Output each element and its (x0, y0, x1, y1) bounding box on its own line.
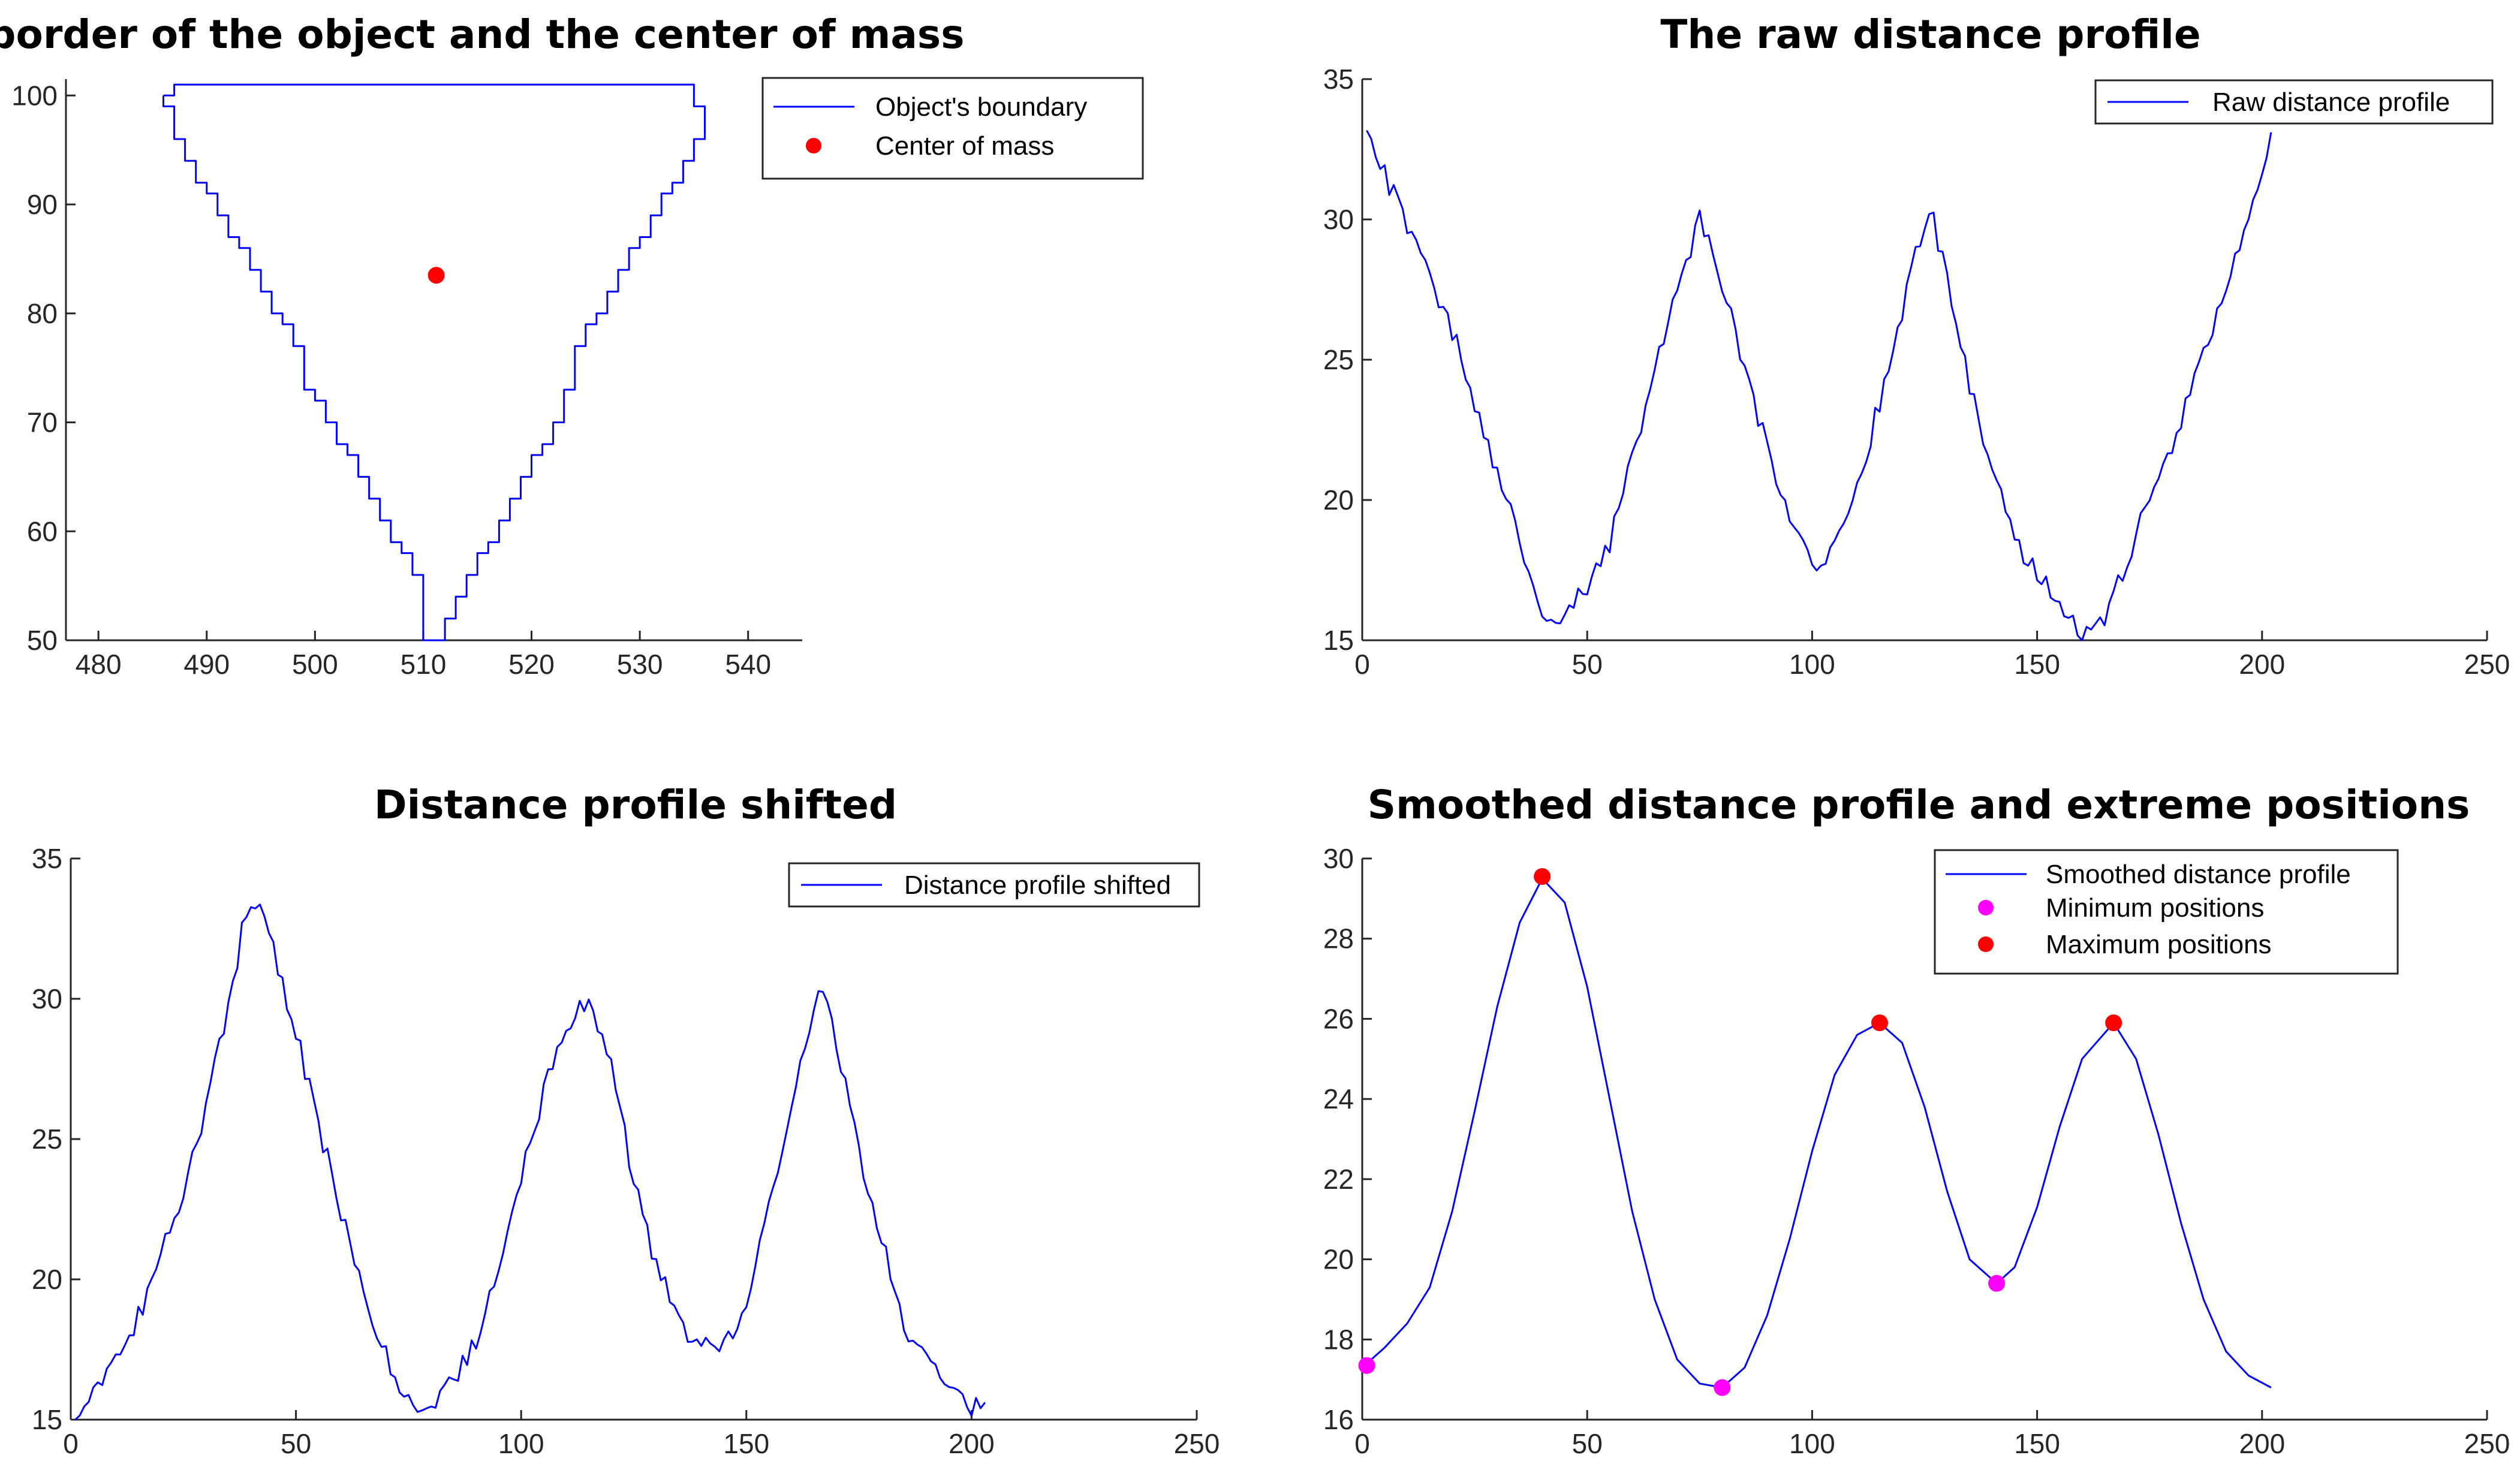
border-x-tick-label: 500 (292, 649, 338, 680)
smoothed-legend-swatch-minimum (1978, 900, 1994, 915)
smoothed-legend-label-profile: Smoothed distance profile (2046, 860, 2351, 889)
smoothed-marker-minimum-positions0 (1358, 1357, 1375, 1374)
smoothed-x-tick-label: 100 (1789, 1428, 1835, 1459)
shifted-x-tick-label: 200 (949, 1428, 995, 1459)
smoothed-x-tick-label: 50 (1572, 1428, 1603, 1459)
smoothed-legend-swatch-maximum (1978, 936, 1994, 952)
border-y-tick-label: 100 (11, 80, 58, 111)
raw-y-tick-label: 25 (1323, 344, 1354, 375)
raw-x-tick-label: 200 (2239, 649, 2285, 680)
border-x-tick-label: 540 (725, 649, 771, 680)
border-legend-label-center: Center of mass (875, 131, 1054, 161)
raw-x-tick-label: 150 (2014, 649, 2060, 680)
smoothed-legend: Smoothed distance profile Minimum positi… (1934, 849, 2399, 975)
smoothed-y-tick-label: 26 (1323, 1003, 1354, 1034)
border-legend-box (761, 77, 1144, 180)
smoothed-y-tick-label: 28 (1323, 923, 1354, 954)
raw-legend-label: Raw distance profile (2212, 88, 2450, 117)
shifted-y-tick-label: 15 (32, 1404, 62, 1435)
smoothed-series-line (1366, 877, 2272, 1388)
border-x-tick-label: 480 (76, 649, 122, 680)
border-x-tick-label: 520 (508, 649, 555, 680)
raw-x-tick-label: 0 (1354, 649, 1370, 680)
border-y-tick-label: 50 (27, 625, 58, 656)
border-x-tick-label: 530 (617, 649, 663, 680)
shifted-series-line (74, 903, 986, 1421)
border-y-tick-label: 90 (27, 189, 58, 220)
shifted-x-tick-label: 100 (498, 1428, 544, 1459)
raw-series-line (1366, 129, 2272, 641)
shifted-y-tick-label: 20 (32, 1264, 62, 1295)
smoothed-marker-minimum-positions2 (1988, 1275, 2006, 1292)
shifted-legend: Distance profile shifted (788, 862, 1200, 908)
smoothed-y-tick-label: 18 (1323, 1324, 1354, 1355)
smoothed-plot-area: 0 50 100 150 200 250 16 18 20 22 24 26 28 30 (1323, 843, 2510, 1459)
border-y-tick-label: 60 (27, 516, 58, 547)
shifted-chart-title: Distance profile shifted (374, 782, 897, 828)
border-x-tick-label: 490 (183, 649, 230, 680)
smoothed-x-tick-label: 150 (2014, 1428, 2060, 1459)
shifted-plot-area: 0 50 100 150 200 250 15 20 25 30 35 (32, 843, 1220, 1459)
smoothed-marker-maximum-positions0 (1534, 868, 1551, 885)
smoothed-marker-maximum-positions2 (2105, 1014, 2122, 1032)
shifted-x-tick-label: 0 (63, 1428, 79, 1459)
raw-y-tick-label: 35 (1323, 64, 1354, 95)
smoothed-y-tick-label: 24 (1323, 1083, 1354, 1114)
raw-chart-title: The raw distance profile (1660, 11, 2200, 58)
smoothed-x-tick-label: 200 (2239, 1428, 2285, 1459)
border-legend-label-boundary: Object's boundary (875, 92, 1087, 122)
shifted-y-tick-label: 35 (32, 843, 62, 874)
panel-smoothed: Smoothed distance profile and extreme po… (1323, 782, 2510, 1459)
raw-legend: Raw distance profile (2094, 79, 2494, 125)
shifted-x-tick-label: 150 (723, 1428, 769, 1459)
raw-y-tick-label: 20 (1323, 484, 1354, 516)
smoothed-x-tick-label: 0 (1354, 1428, 1370, 1459)
raw-x-tick-label: 250 (2464, 649, 2510, 680)
smoothed-legend-box (1934, 849, 2399, 975)
smoothed-y-tick-label: 30 (1323, 843, 1354, 874)
smoothed-y-tick-label: 22 (1323, 1164, 1354, 1195)
shifted-x-tick-label: 250 (1174, 1428, 1220, 1459)
smoothed-x-tick-label: 250 (2464, 1428, 2510, 1459)
shifted-legend-label: Distance profile shifted (904, 870, 1171, 900)
smoothed-marker-minimum-positions1 (1714, 1379, 1731, 1396)
border-y-tick-label: 80 (27, 298, 58, 329)
raw-x-tick-label: 100 (1789, 649, 1835, 680)
border-chart-title: The border of the object and the center … (0, 11, 965, 58)
shifted-x-tick-label: 50 (281, 1428, 311, 1459)
raw-y-tick-label: 30 (1323, 204, 1354, 235)
border-y-tick-label: 70 (27, 407, 58, 438)
border-x-tick-label: 510 (401, 649, 447, 680)
raw-plot-area: 0 50 100 150 200 250 15 20 25 30 35 (1323, 64, 2510, 680)
border-series-line (162, 83, 706, 641)
raw-y-tick-label: 15 (1323, 625, 1354, 656)
smoothed-marker-maximum-positions1 (1871, 1014, 1888, 1032)
smoothed-y-tick-label: 20 (1323, 1244, 1354, 1275)
smoothed-legend-label-maximum: Maximum positions (2046, 930, 2272, 959)
shifted-y-tick-label: 30 (32, 983, 62, 1014)
border-marker-center-of-mass0 (427, 267, 445, 284)
raw-x-tick-label: 50 (1572, 649, 1603, 680)
panel-shifted: Distance profile shifted 0 50 100 150 200 250… (32, 782, 1220, 1459)
panel-border: The border of the object and the center … (0, 11, 1144, 680)
shifted-y-tick-label: 25 (32, 1123, 62, 1155)
smoothed-chart-title: Smoothed distance profile and extreme po… (1368, 782, 2470, 828)
border-legend: Object's boundary Center of mass (761, 77, 1144, 180)
border-plot-area: 480 490 500 510 520 530 540 50 60 70 80 90 100 (11, 79, 802, 680)
smoothed-legend-label-minimum: Minimum positions (2046, 893, 2264, 923)
panel-raw: The raw distance profile 0 50 100 150 200 250… (1323, 11, 2510, 680)
smoothed-y-tick-label: 16 (1323, 1404, 1354, 1435)
border-legend-swatch-center (806, 138, 821, 153)
